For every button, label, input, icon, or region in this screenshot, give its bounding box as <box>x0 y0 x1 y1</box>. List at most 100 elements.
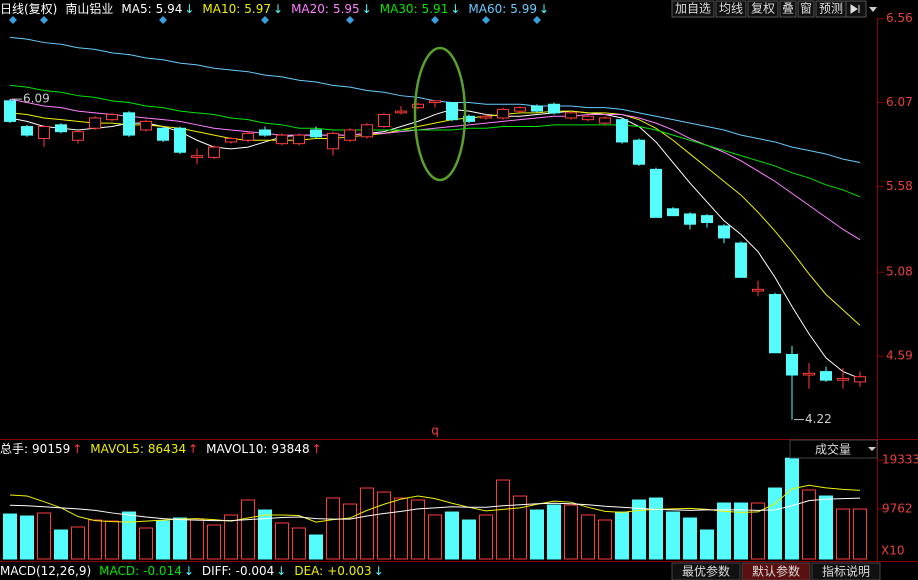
candle-body <box>650 168 662 218</box>
candle-body <box>310 129 322 138</box>
toolbar-label[interactable]: 加自选 <box>675 2 711 16</box>
candle-body <box>769 293 781 354</box>
toolbar-label[interactable]: 窗 <box>800 2 812 16</box>
toolbar-label[interactable]: 均线 <box>719 2 743 16</box>
toolbar-button[interactable] <box>779 0 797 18</box>
event-marker[interactable] <box>431 16 439 24</box>
volume-bar <box>224 514 238 560</box>
legend-arrow: ↓ <box>539 2 549 16</box>
candle-body <box>38 126 50 140</box>
volume-bar <box>853 508 867 560</box>
volume-bar <box>309 534 323 560</box>
toolbar-button[interactable] <box>715 0 747 18</box>
indicator-button-label[interactable]: 默认参数 <box>752 564 800 579</box>
toolbar-label[interactable]: 预测 <box>819 2 843 16</box>
legend-value: 86434 <box>148 442 186 456</box>
volume-bar <box>20 515 34 560</box>
candle-body <box>565 112 577 119</box>
legend-value: 5.97 <box>244 2 271 16</box>
candle-body <box>582 115 594 121</box>
candle-body <box>633 139 645 165</box>
volume-selector[interactable]: 成交量 <box>789 439 878 459</box>
volume-bar <box>173 517 187 560</box>
indicator-button[interactable] <box>741 562 811 580</box>
candle-body <box>89 117 101 129</box>
candle-body <box>327 132 339 150</box>
legend-name: MA20: <box>291 2 329 16</box>
volume-bar <box>360 487 374 560</box>
y-tick-label: 9762 <box>882 502 913 516</box>
volume-bar <box>615 511 629 560</box>
legend-name: MAVOL10: <box>206 442 267 456</box>
candle-body <box>718 225 730 239</box>
legend-value: 93848 <box>271 442 309 456</box>
candle-body <box>531 105 543 112</box>
volume-bar <box>649 497 663 560</box>
candle-body <box>684 213 696 225</box>
candle-body <box>208 146 220 158</box>
volume-bar <box>530 509 544 560</box>
volume-bar <box>836 508 850 560</box>
volume-bar <box>479 514 493 560</box>
candle-body <box>276 134 288 145</box>
toolbar-button[interactable] <box>747 0 779 18</box>
indicator-arrow: ↓ <box>374 564 384 578</box>
selector-arrow[interactable] <box>868 447 876 451</box>
indicator-value: +0.003 <box>327 564 371 578</box>
y-tick-label: 6.07 <box>886 95 913 109</box>
legend-name: MA60: <box>468 2 506 16</box>
legend-arrow: ↓ <box>450 2 460 16</box>
volume-bar <box>666 511 680 560</box>
volume-bar <box>547 504 561 560</box>
dropdown-icon[interactable] <box>869 7 877 12</box>
indicator-button-label[interactable]: 指标说明 <box>822 564 870 579</box>
candle-body <box>191 155 203 158</box>
candle-body <box>497 108 509 119</box>
candle-body <box>854 376 866 383</box>
event-marker[interactable] <box>40 16 48 24</box>
volume-bar <box>683 517 697 560</box>
legend-value: 5.94 <box>156 2 183 16</box>
stock-name: 南山铝业 <box>65 1 113 16</box>
event-marker[interactable] <box>346 16 354 24</box>
toolbar-button[interactable] <box>797 0 815 18</box>
indicator-value: -0.014 <box>143 564 182 578</box>
indicator-name: MACD(12,26,9) <box>0 564 91 578</box>
indicator-button-label[interactable]: 最优参数 <box>682 564 730 579</box>
min-label: 4.22 <box>805 412 832 426</box>
volume-bar <box>241 499 255 560</box>
event-marker[interactable] <box>482 16 490 24</box>
event-marker[interactable] <box>261 16 269 24</box>
legend-arrow: ↑ <box>72 442 82 456</box>
indicator-name: DEA: <box>294 564 323 578</box>
indicator-button[interactable] <box>671 562 741 580</box>
y-tick-label: 4.59 <box>886 349 913 363</box>
indicator-button[interactable] <box>811 562 881 580</box>
selector-box[interactable] <box>789 439 878 459</box>
toolbar-label[interactable]: 叠 <box>782 2 794 16</box>
indicator-arrow: ↓ <box>184 564 194 578</box>
volume-bar <box>3 513 17 560</box>
volume-bar <box>819 495 833 560</box>
candle-body <box>786 353 798 376</box>
legend-name: MAVOL5: <box>90 442 144 456</box>
event-marker[interactable] <box>533 16 541 24</box>
indicator-name: DIFF: <box>202 564 232 578</box>
volume-bar <box>54 529 68 560</box>
event-marker[interactable] <box>159 16 167 24</box>
event-marker[interactable] <box>9 16 17 24</box>
toolbar-button[interactable] <box>671 0 715 18</box>
volume-bar <box>411 499 425 560</box>
volume-ma-line <box>9 497 861 522</box>
indicator-value: -0.004 <box>236 564 275 578</box>
volume-bar <box>598 519 612 560</box>
selector-label[interactable]: 成交量 <box>815 442 851 457</box>
candle-body <box>412 103 424 109</box>
candle-body <box>616 119 628 143</box>
candle-body <box>548 103 560 114</box>
volume-bar <box>105 520 119 560</box>
toolbar-label[interactable]: 复权 <box>751 2 775 16</box>
cursor-marker: q <box>431 424 439 438</box>
